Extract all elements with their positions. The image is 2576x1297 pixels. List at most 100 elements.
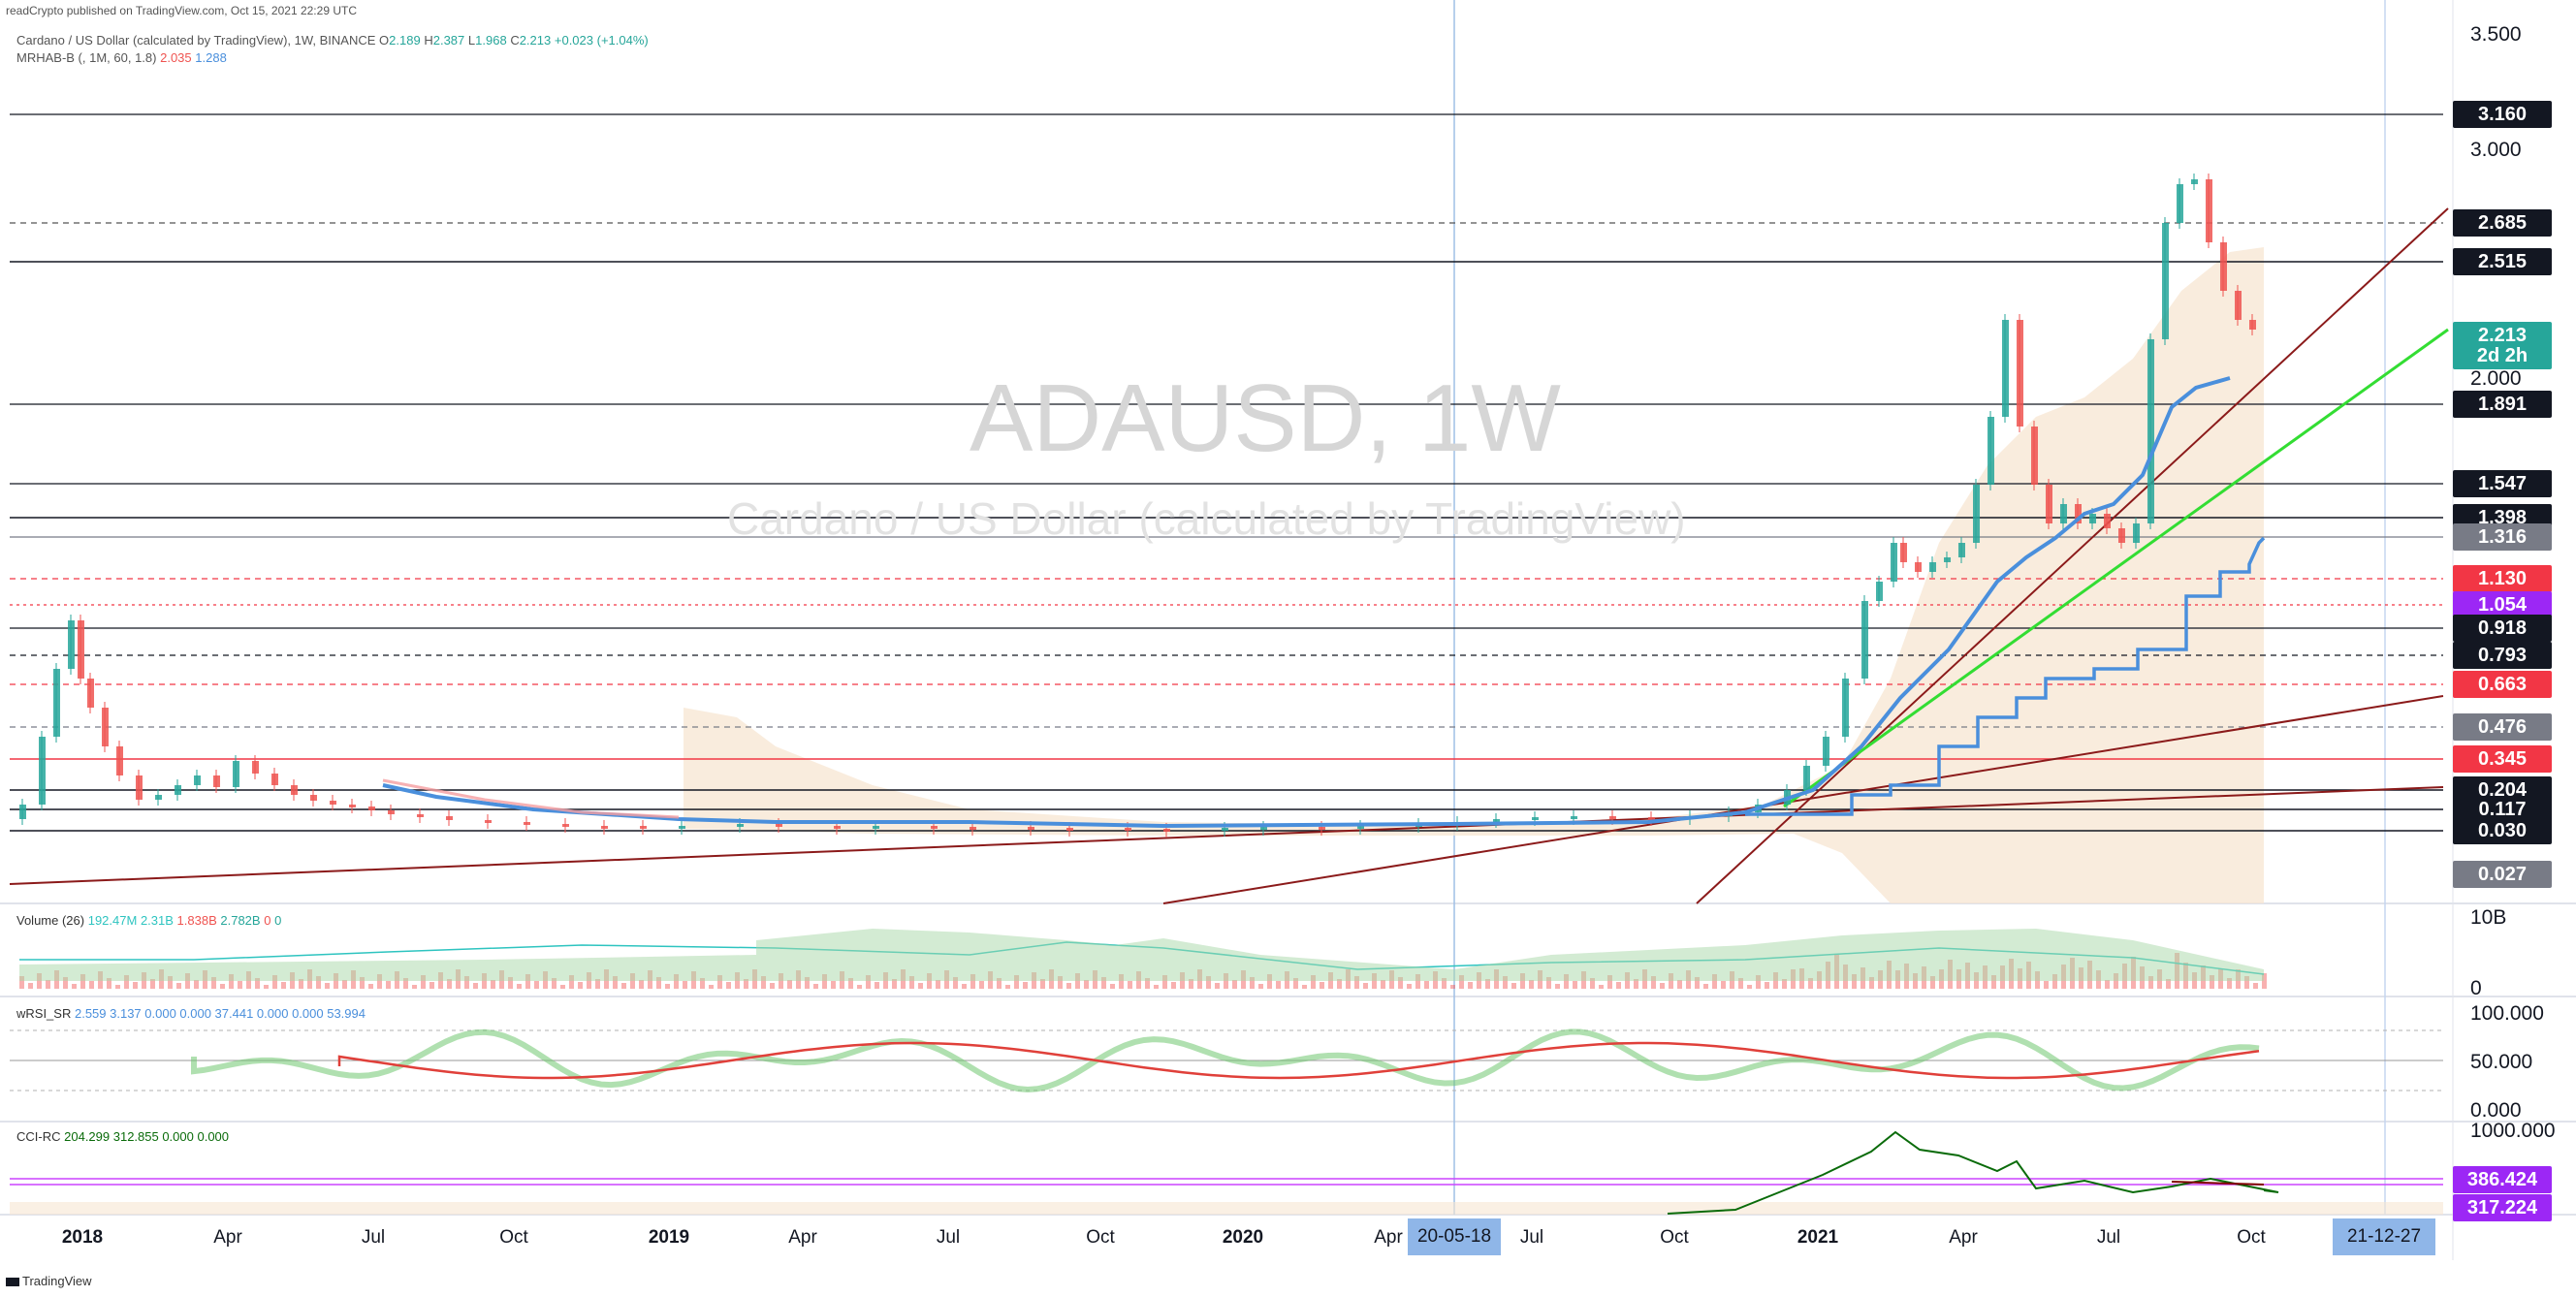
volume-bar: [1119, 974, 1124, 989]
volume-bar: [1808, 978, 1813, 989]
time-marker-right[interactable]: 21-12-27: [2333, 1218, 2435, 1255]
trendline-green[interactable]: [1783, 328, 2449, 808]
volume-bar: [272, 975, 277, 989]
step-line: [1745, 536, 2266, 816]
candle: [1609, 816, 1616, 819]
footer-brand-label: TradingView: [22, 1274, 92, 1288]
time-label: Jul: [2096, 1227, 2121, 1248]
volume-legend[interactable]: Volume (26) 192.47M 2.31B 1.838B 2.782B …: [16, 913, 281, 928]
candle: [87, 679, 94, 708]
candle: [1929, 562, 1936, 572]
candle: [1648, 817, 1655, 820]
volume-bar: [674, 974, 679, 989]
indicator-legend[interactable]: MRHAB-B (, 1M, 60, 1.8) 2.035 1.288: [16, 50, 227, 65]
candle: [349, 805, 356, 807]
volume-bar: [1398, 977, 1403, 989]
volume-bar: [831, 981, 836, 989]
time-label: Jul: [361, 1227, 386, 1248]
candle: [310, 795, 317, 801]
volume-bar: [936, 980, 940, 989]
candle: [2177, 184, 2183, 223]
cloud-band: [684, 247, 2264, 903]
volume-bar: [1023, 982, 1028, 989]
rsi-legend[interactable]: wRSI_SR 2.559 3.137 0.000 0.000 37.441 0…: [16, 1006, 366, 1021]
cci-signal: [2171, 1181, 2265, 1186]
candle: [1163, 829, 1170, 832]
volume-bar: [325, 983, 330, 989]
time-label: 2020: [1222, 1227, 1264, 1248]
candle: [2162, 223, 2169, 339]
volume-bar: [1171, 982, 1176, 989]
volume-bar: [2262, 973, 2267, 989]
price-tag: 0.030: [2453, 817, 2552, 844]
time-label: 2018: [61, 1227, 104, 1248]
ohlc-close: 2.213: [519, 33, 552, 47]
price-tag: 1.891: [2453, 391, 2552, 418]
time-label: Oct: [1660, 1227, 1689, 1248]
candle: [2046, 485, 2052, 523]
volume-bar: [2210, 975, 2214, 989]
candle: [252, 761, 259, 774]
indicator-value-1: 2.035: [160, 50, 192, 65]
volume-bar: [1852, 974, 1857, 989]
candle: [1260, 827, 1267, 830]
volume-bar: [857, 985, 862, 989]
candle: [679, 826, 685, 829]
price-tag: 3.160: [2453, 101, 2552, 128]
candle: [1876, 582, 1883, 601]
volume-bar: [683, 981, 687, 989]
volume-bar: [281, 982, 286, 989]
volume-bar: [979, 981, 984, 989]
time-label: 2019: [648, 1227, 690, 1248]
price-tag: 2d 2h: [2453, 342, 2552, 369]
candle: [2147, 339, 2154, 523]
cci-line: [1667, 1130, 2279, 1215]
volume-bar: [115, 985, 120, 989]
candle: [2104, 514, 2111, 528]
volume-bar: [1511, 983, 1516, 989]
volume-bar: [953, 977, 958, 989]
volume-bar: [1738, 978, 1743, 989]
candle: [1891, 543, 1897, 582]
volume-bar: [1215, 983, 1220, 989]
cci-legend[interactable]: CCI-RC 204.299 312.855 0.000 0.000: [16, 1129, 229, 1144]
candle: [1958, 543, 1965, 557]
candle: [1357, 826, 1364, 829]
volume-bar: [464, 976, 469, 989]
volume-bar: [578, 982, 583, 989]
volume-bar: [805, 977, 810, 989]
candle: [136, 775, 143, 800]
candle: [291, 785, 298, 795]
candle: [640, 826, 647, 829]
volume-bar: [316, 976, 321, 989]
candle: [1861, 601, 1868, 679]
candle: [2133, 523, 2140, 543]
trendline-steep[interactable]: [1696, 207, 2449, 904]
price-tag: 0.476: [2453, 713, 2552, 741]
volume-bar: [2044, 981, 2049, 989]
volume-bar: [1503, 976, 1508, 989]
tradingview-logo-icon: [6, 1278, 19, 1287]
volume-bar: [299, 979, 303, 989]
volume-bar: [517, 984, 522, 989]
volume-bar: [1564, 974, 1569, 989]
price-tag: 2.685: [2453, 209, 2552, 237]
rsi-waves: [191, 1028, 2260, 1093]
volume-bar: [848, 978, 853, 989]
volume-bar: [1747, 985, 1752, 989]
candle: [1803, 766, 1810, 790]
time-marker-left[interactable]: 20-05-18: [1408, 1218, 1501, 1255]
volume-bar: [1354, 976, 1359, 989]
candle: [834, 826, 841, 829]
ohlc-h-label: H: [424, 33, 433, 47]
volume-bar: [63, 977, 68, 989]
volume-bar: [1677, 980, 1682, 989]
price-tag: 0.027: [2453, 861, 2552, 888]
volume-bar: [491, 980, 495, 989]
volume-bar: [220, 984, 225, 989]
trendline-mid[interactable]: [1162, 695, 2444, 904]
volume-bar: [2052, 974, 2057, 989]
trendline-longterm[interactable]: [9, 786, 2444, 885]
volume-bar: [107, 978, 111, 989]
